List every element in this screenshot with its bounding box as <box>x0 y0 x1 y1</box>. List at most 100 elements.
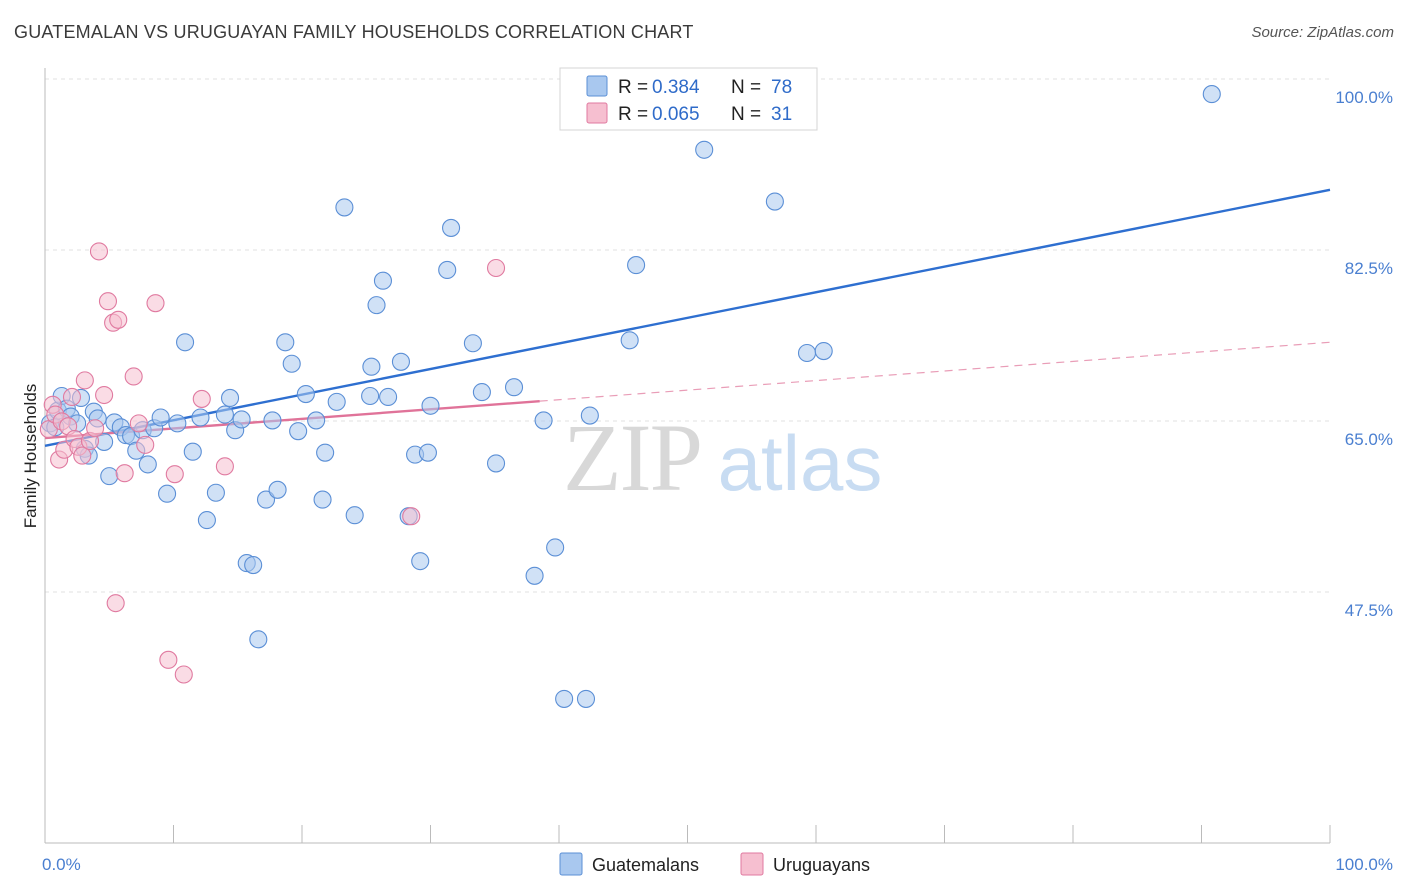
point-guatemalans <box>411 552 430 571</box>
point-uruguayans <box>109 310 128 329</box>
point-uruguayans <box>95 385 114 405</box>
point-guatemalans <box>176 333 195 352</box>
point-uruguayans <box>124 367 143 386</box>
point-guatemalans <box>151 408 170 427</box>
point-guatemalans <box>438 260 457 280</box>
point-uruguayans <box>215 457 234 476</box>
point-guatemalans <box>627 256 646 275</box>
point-guatemalans <box>100 467 119 486</box>
gridlines <box>45 78 1330 593</box>
point-uruguayans <box>62 387 82 407</box>
legend-n-value-uruguayans: 31 <box>771 104 792 125</box>
point-guatemalans <box>313 490 332 509</box>
point-guatemalans <box>206 483 225 502</box>
legend-r-label-uruguayans: R = <box>618 104 648 125</box>
point-uruguayans <box>159 650 178 669</box>
point-guatemalans <box>373 271 393 290</box>
x-tick-label-min: 0.0% <box>42 855 81 874</box>
y-tick-label: 100.0% <box>1335 88 1393 107</box>
point-guatemalans <box>282 354 301 373</box>
legend-swatch-guatemalans <box>586 75 608 97</box>
point-guatemalans <box>335 198 354 217</box>
point-guatemalans <box>244 556 263 575</box>
point-uruguayans <box>115 464 134 483</box>
legend-n-value-guatemalans: 78 <box>771 77 792 98</box>
legend-r-label-guatemalans: R = <box>618 77 648 98</box>
point-guatemalans <box>391 352 410 371</box>
point-uruguayans <box>174 665 193 684</box>
legend-swatch-uruguayans <box>586 102 608 124</box>
point-guatemalans <box>580 406 599 425</box>
point-guatemalans <box>1202 85 1221 104</box>
point-guatemalans <box>158 484 177 503</box>
x-tick-labels: 0.0% 100.0% <box>42 855 1393 874</box>
point-guatemalans <box>191 408 210 427</box>
point-guatemalans <box>367 296 386 315</box>
trend-line-uruguayans-extension <box>539 341 1331 402</box>
series-legend: Guatemalans Uruguayans <box>559 852 870 876</box>
point-guatemalans <box>268 480 287 499</box>
y-tick-label: 65.0% <box>1345 430 1393 449</box>
point-uruguayans <box>129 414 148 433</box>
point-guatemalans <box>168 414 187 433</box>
point-uruguayans <box>73 446 92 465</box>
data-points <box>39 85 1221 708</box>
point-guatemalans <box>345 506 364 525</box>
y-tick-label: 47.5% <box>1345 601 1393 620</box>
point-guatemalans <box>263 411 282 430</box>
point-uruguayans <box>165 465 184 484</box>
watermark: ZIP atlas <box>563 404 882 511</box>
point-uruguayans <box>146 294 165 313</box>
point-guatemalans <box>797 343 817 363</box>
y-tick-labels: 100.0% 82.5% 65.0% 47.5% <box>1335 88 1393 620</box>
legend-n-label-uruguayans: N = <box>731 104 761 125</box>
point-uruguayans <box>136 435 155 454</box>
legend-r-value-uruguayans: 0.065 <box>652 104 700 125</box>
point-guatemalans <box>183 442 202 461</box>
point-guatemalans <box>504 378 524 397</box>
point-guatemalans <box>421 396 440 415</box>
point-guatemalans <box>256 490 276 509</box>
point-guatemalans <box>249 630 268 649</box>
point-guatemalans <box>814 342 833 361</box>
bottom-legend-swatch-guatemalans <box>559 852 583 876</box>
source-label: Source: ZipAtlas.com <box>1251 24 1394 41</box>
point-guatemalans <box>138 455 157 474</box>
point-uruguayans <box>402 507 421 526</box>
point-guatemalans <box>316 443 335 462</box>
stats-legend: R = 0.384 N = 78 R = 0.065 N = 31 <box>559 67 818 131</box>
point-guatemalans <box>765 192 784 211</box>
point-guatemalans <box>555 689 574 708</box>
point-guatemalans <box>276 333 295 352</box>
point-guatemalans <box>215 405 234 424</box>
point-uruguayans <box>89 242 109 261</box>
point-guatemalans <box>442 218 461 237</box>
point-guatemalans <box>525 566 544 585</box>
point-uruguayans <box>486 258 506 278</box>
point-guatemalans <box>361 386 380 406</box>
point-guatemalans <box>362 357 381 376</box>
bottom-legend-label-uruguayans: Uruguayans <box>773 855 870 875</box>
point-guatemalans <box>620 331 639 350</box>
bottom-legend-swatch-uruguayans <box>740 852 764 876</box>
trend-line-guatemalans <box>44 188 1331 448</box>
watermark-atlas: atlas <box>718 419 883 507</box>
point-guatemalans <box>695 140 714 159</box>
point-guatemalans <box>327 392 346 411</box>
y-axis-title: Family Households <box>21 384 40 529</box>
point-guatemalans <box>486 454 506 473</box>
bottom-legend-label-guatemalans: Guatemalans <box>592 855 699 875</box>
point-guatemalans <box>379 387 398 407</box>
point-guatemalans <box>289 422 308 441</box>
point-guatemalans <box>463 334 482 353</box>
point-uruguayans <box>106 594 125 613</box>
point-guatemalans <box>220 388 240 408</box>
x-tick-label-max: 100.0% <box>1335 855 1393 874</box>
point-uruguayans <box>192 389 211 408</box>
point-guatemalans <box>418 443 437 462</box>
point-guatemalans <box>232 410 251 429</box>
point-uruguayans <box>75 371 94 390</box>
legend-r-value-guatemalans: 0.384 <box>652 77 700 98</box>
point-uruguayans <box>98 292 118 311</box>
